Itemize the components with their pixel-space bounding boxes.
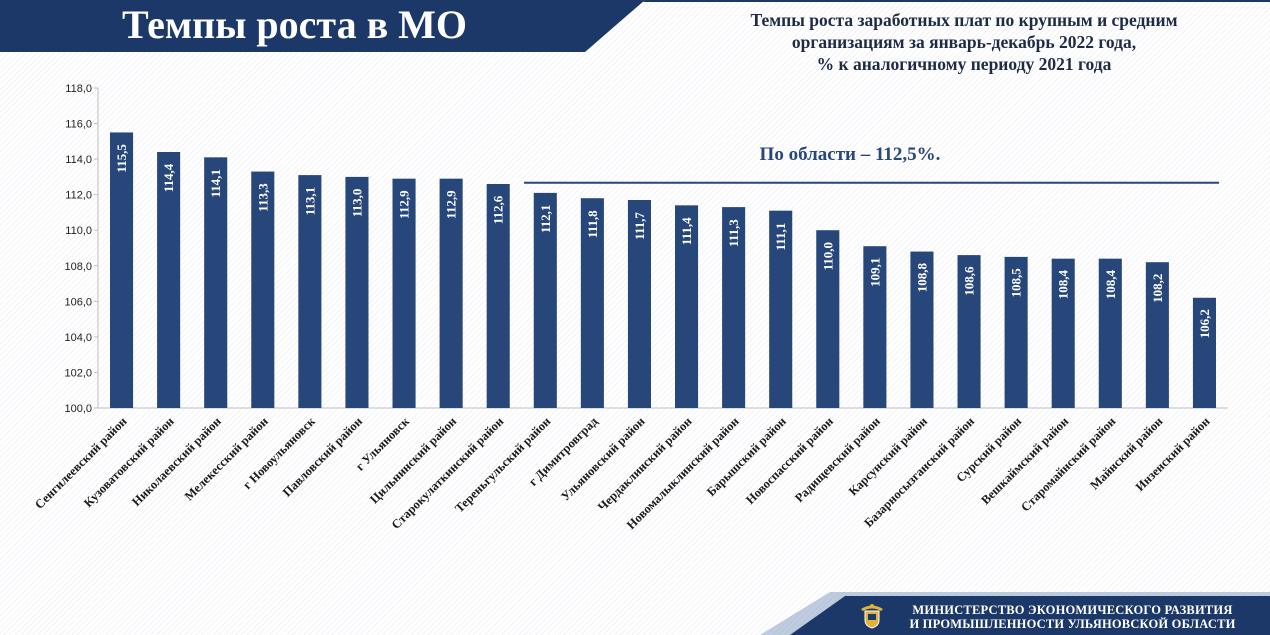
bar — [1004, 256, 1028, 408]
bar — [675, 205, 699, 408]
category-label: Кузоватовский район — [81, 414, 177, 510]
region-average-label: По области – 112,5%. — [760, 144, 941, 165]
bar — [439, 178, 463, 408]
category-label: Николаевский район — [129, 414, 224, 509]
bar-value-label: 113,0 — [349, 189, 364, 218]
category-label: Сенгилеевский район — [32, 414, 130, 512]
bar — [863, 246, 887, 408]
bar — [157, 152, 181, 408]
bar — [486, 184, 510, 408]
bar-value-label: 108,5 — [1009, 268, 1024, 298]
category-label: Карсунский район — [846, 414, 930, 498]
bar-value-label: 108,2 — [1150, 274, 1165, 303]
bar — [204, 157, 228, 408]
y-tick-label: 114,0 — [65, 154, 92, 166]
coat-of-arms-icon — [861, 604, 883, 629]
chart-title: Темпы роста заработных плат по крупным и… — [690, 9, 1238, 75]
category-label: Ульяновский район — [558, 414, 647, 503]
bar-value-label: 108,8 — [914, 262, 929, 292]
title-banner — [0, 0, 1270, 52]
slide-title: Темпы роста в МО — [122, 2, 468, 47]
category-label: Новоспасский район — [743, 414, 836, 507]
bar — [1051, 258, 1075, 408]
bar-value-label: 115,5 — [114, 144, 129, 173]
bar — [1145, 262, 1169, 408]
bar — [251, 171, 275, 408]
bar — [580, 198, 604, 408]
bar-value-label: 114,1 — [208, 169, 223, 198]
ministry-line-1: МИНИСТЕРСТВО ЭКОНОМИЧЕСКОГО РАЗВИТИЯ — [912, 603, 1233, 617]
chart-title-line-2: организациям за январь-декабрь 2022 года… — [791, 32, 1137, 52]
bar — [533, 192, 557, 408]
chart-title-line-3: % к аналогичному периоду 2021 года — [816, 54, 1112, 74]
category-label: Павловский район — [280, 414, 365, 499]
bar-value-label: 110,0 — [820, 242, 835, 271]
bar-value-label: 108,6 — [962, 266, 977, 296]
bar — [910, 251, 934, 408]
bar-value-label: 109,1 — [867, 258, 882, 287]
y-tick-label: 100,0 — [64, 403, 92, 415]
bar-value-label: 111,8 — [585, 210, 600, 238]
ministry-name: МИНИСТЕРСТВО ЭКОНОМИЧЕСКОГО РАЗВИТИЯ И П… — [900, 603, 1245, 631]
bar-value-label: 111,4 — [679, 217, 694, 245]
y-tick-label: 108,0 — [64, 261, 92, 273]
y-tick-label: 118,0 — [65, 83, 92, 95]
category-label: Чердаклинский район — [595, 414, 695, 514]
bar — [110, 132, 134, 408]
y-tick-label: 112,0 — [65, 190, 92, 202]
bar-value-label: 106,2 — [1197, 309, 1212, 338]
bar-value-label: 112,6 — [491, 195, 506, 224]
bar — [1192, 297, 1216, 408]
y-tick-label: 116,0 — [65, 119, 92, 131]
bar — [1098, 258, 1122, 408]
bar — [722, 207, 746, 408]
y-tick-label: 104,0 — [64, 332, 92, 344]
bar-value-label: 112,9 — [397, 190, 412, 219]
chart-title-line-1: Темпы роста заработных плат по крупным и… — [750, 10, 1178, 30]
bar — [392, 178, 416, 408]
bar — [627, 200, 651, 408]
category-label: Вешкаймский район — [978, 414, 1071, 507]
y-tick-label: 110,0 — [65, 225, 92, 237]
bar-value-label: 108,4 — [1056, 270, 1071, 300]
y-tick-label: 102,0 — [64, 367, 92, 379]
bar-value-label: 108,4 — [1103, 270, 1118, 300]
bar — [957, 255, 981, 408]
bar-value-label: 114,4 — [161, 163, 176, 192]
category-label: Мелекесский район — [182, 414, 271, 503]
category-label: Барышский район — [704, 414, 789, 499]
ministry-line-2: И ПРОМЫШЛЕННОСТИ УЛЬЯНОВСКОЙ ОБЛАСТИ — [909, 617, 1236, 631]
bar — [345, 176, 369, 408]
category-label: Цильнинский район — [367, 414, 459, 506]
bar — [769, 210, 793, 408]
bar-value-label: 113,3 — [255, 183, 270, 212]
bar-value-label: 111,7 — [632, 212, 647, 240]
bar-value-label: 112,1 — [538, 205, 553, 234]
bar — [816, 230, 840, 408]
category-label: Тереньгульский район — [452, 414, 553, 515]
bar-value-label: 113,1 — [302, 187, 317, 216]
category-label: Старомайнский район — [1018, 414, 1118, 514]
bar-value-label: 112,9 — [444, 190, 459, 219]
category-label: Радищевский район — [792, 414, 883, 505]
bar — [298, 175, 322, 408]
bar-value-label: 111,1 — [773, 223, 788, 251]
bar-value-label: 111,3 — [726, 219, 741, 247]
y-tick-label: 106,0 — [64, 296, 92, 308]
